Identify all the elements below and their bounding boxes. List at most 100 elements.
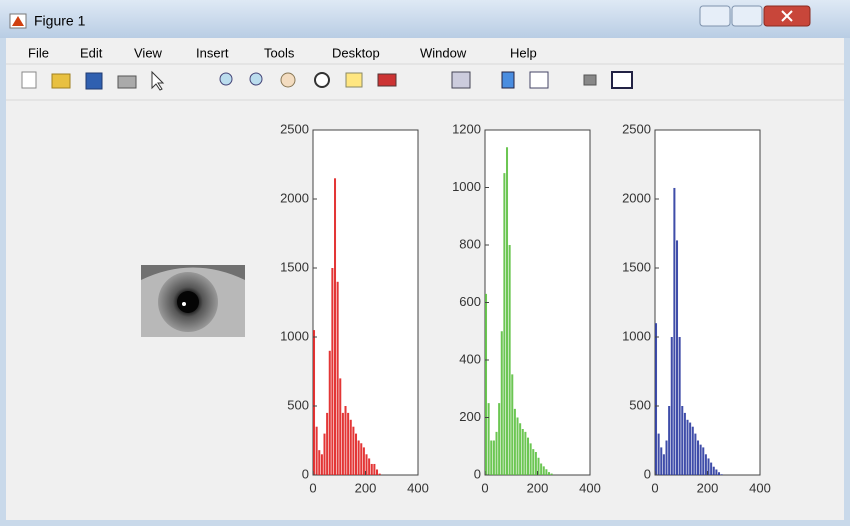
menu-item[interactable]: Insert: [196, 45, 229, 60]
y-tick-label: 1200: [452, 121, 481, 136]
bar: [360, 443, 362, 475]
bar: [692, 427, 694, 475]
open-icon[interactable]: [52, 74, 70, 88]
y-tick-label: 1000: [280, 328, 309, 343]
bar: [530, 443, 532, 475]
new-icon[interactable]: [22, 72, 36, 88]
y-tick-label: 500: [629, 397, 651, 412]
x-tick-label: 400: [749, 480, 771, 495]
save-icon[interactable]: [86, 73, 102, 89]
y-tick-label: 2000: [280, 190, 309, 205]
bar: [721, 474, 723, 475]
bar: [676, 240, 678, 475]
minimize-button[interactable]: [700, 6, 730, 26]
x-tick-label: 400: [407, 480, 429, 495]
bar: [342, 413, 344, 475]
x-tick-label: 400: [579, 480, 601, 495]
pupil: [177, 291, 199, 313]
bar: [673, 188, 675, 475]
datacursor-icon[interactable]: [346, 73, 362, 87]
link-icon[interactable]: [452, 72, 470, 88]
bar: [371, 464, 373, 475]
bar: [660, 447, 662, 475]
bar: [543, 466, 545, 475]
menu-item[interactable]: Window: [420, 45, 467, 60]
bar: [493, 441, 495, 476]
maximize-button[interactable]: [732, 6, 762, 26]
bar: [668, 406, 670, 475]
y-tick-label: 0: [474, 466, 481, 481]
bar: [700, 445, 702, 475]
zoom-in-icon[interactable]: [220, 73, 232, 85]
bar: [705, 454, 707, 475]
bar: [689, 423, 691, 475]
menu-item[interactable]: Desktop: [332, 45, 380, 60]
bar: [540, 464, 542, 476]
bar: [684, 413, 686, 475]
bar: [318, 450, 320, 475]
y-tick-label: 1000: [452, 179, 481, 194]
bar: [658, 434, 660, 475]
bar: [697, 441, 699, 476]
bar: [545, 469, 547, 475]
colorbar-icon[interactable]: [502, 72, 514, 88]
bar: [337, 282, 339, 475]
bar: [718, 472, 720, 475]
menu-item[interactable]: Edit: [80, 45, 103, 60]
y-tick-label: 500: [287, 397, 309, 412]
bar: [532, 449, 534, 475]
hide-tools-icon[interactable]: [584, 75, 596, 85]
y-tick-label: 1000: [622, 328, 651, 343]
legend-icon[interactable]: [530, 72, 548, 88]
bar: [501, 331, 503, 475]
bar: [506, 147, 508, 475]
x-tick-label: 0: [481, 480, 488, 495]
rotate-icon[interactable]: [315, 73, 329, 87]
menu-item[interactable]: Help: [510, 45, 537, 60]
show-tools-icon[interactable]: [612, 72, 632, 88]
y-tick-label: 2000: [622, 190, 651, 205]
bar: [503, 173, 505, 475]
bar: [321, 454, 323, 475]
bar: [488, 403, 490, 475]
y-tick-label: 2500: [622, 121, 651, 136]
bar: [509, 245, 511, 475]
bar: [334, 178, 336, 475]
bar: [316, 427, 318, 475]
bar: [551, 474, 553, 475]
y-tick-label: 0: [644, 466, 651, 481]
bar: [345, 406, 347, 475]
menu-item[interactable]: File: [28, 45, 49, 60]
bar: [519, 423, 521, 475]
y-tick-label: 1500: [280, 259, 309, 274]
bar: [710, 463, 712, 475]
bar: [527, 438, 529, 475]
bar: [373, 464, 375, 475]
bar: [514, 409, 516, 475]
bar: [702, 447, 704, 475]
bar: [329, 351, 331, 475]
bar: [485, 294, 487, 475]
bar: [355, 434, 357, 475]
bar: [376, 469, 378, 475]
bar: [535, 452, 537, 475]
bar: [666, 441, 668, 476]
figure-window: Figure 1 FileEditViewInsertToolsDesktopW…: [0, 0, 850, 526]
bar: [339, 378, 341, 475]
zoom-out-icon[interactable]: [250, 73, 262, 85]
bar: [490, 441, 492, 476]
y-tick-label: 400: [459, 351, 481, 366]
eye-image: [141, 265, 245, 337]
menu-item[interactable]: View: [134, 45, 163, 60]
menu-item[interactable]: Tools: [264, 45, 295, 60]
x-tick-label: 200: [697, 480, 719, 495]
bar: [681, 406, 683, 475]
bar: [522, 429, 524, 475]
y-tick-label: 800: [459, 236, 481, 251]
bar: [363, 447, 365, 475]
bar: [687, 420, 689, 475]
print-icon[interactable]: [118, 76, 136, 88]
pan-icon[interactable]: [281, 73, 295, 87]
brush-icon[interactable]: [378, 74, 396, 86]
bar: [524, 432, 526, 475]
